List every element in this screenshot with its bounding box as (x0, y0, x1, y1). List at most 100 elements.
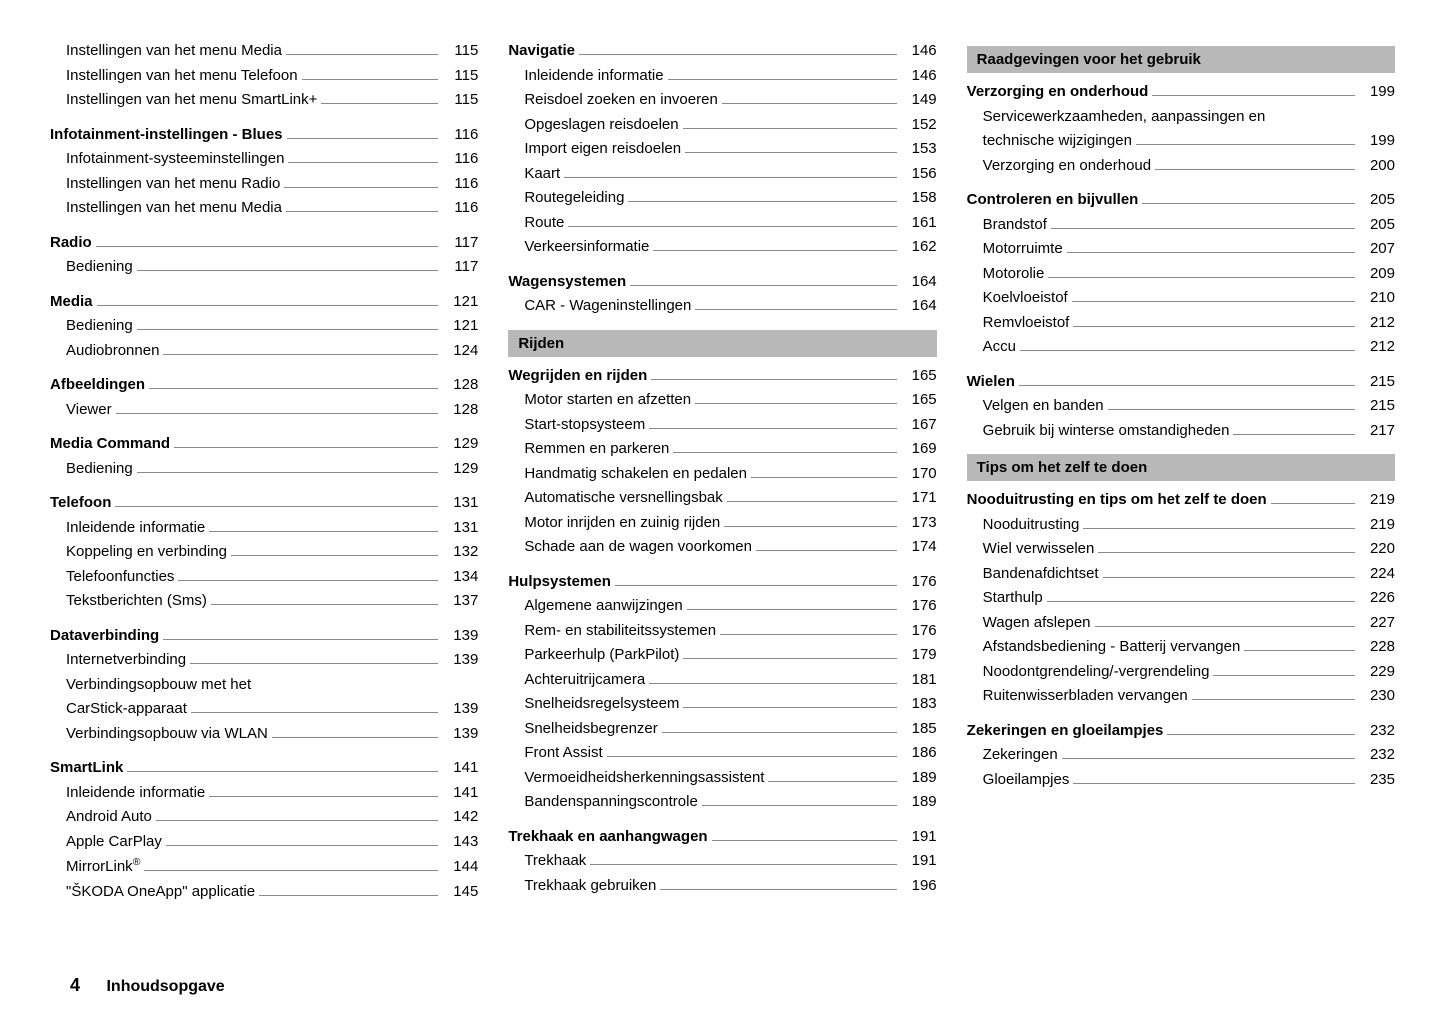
leader-line (1213, 675, 1355, 676)
toc-label: Media (50, 291, 93, 314)
toc-page: 139 (442, 625, 478, 648)
toc-page: 149 (901, 89, 937, 112)
toc-label: MirrorLink® (66, 855, 140, 879)
toc-entry: Trekhaak en aanhangwagen191 (508, 826, 936, 849)
toc-label: Opgeslagen reisdoelen (524, 114, 678, 137)
toc-entry: Rem- en stabiliteitssystemen176 (508, 620, 936, 643)
toc-entry: Route161 (508, 212, 936, 235)
leader-line (768, 781, 896, 782)
toc-page: 139 (442, 649, 478, 672)
toc-page: 171 (901, 487, 937, 510)
toc-page: 162 (901, 236, 937, 259)
toc-group: Afbeeldingen128Viewer128 (50, 374, 478, 421)
toc-entry: Start-stopsysteem167 (508, 414, 936, 437)
toc-label: Starthulp (983, 587, 1043, 610)
toc-page: 215 (1359, 371, 1395, 394)
toc-entry: Afstandsbediening - Batterij vervangen22… (967, 636, 1395, 659)
toc-label: CarStick-apparaat (66, 698, 187, 721)
toc-label: Kaart (524, 163, 560, 186)
toc-page: 117 (442, 232, 478, 255)
toc-column: Raadgevingen voor het gebruikVerzorging … (967, 40, 1395, 915)
leader-line (1271, 503, 1355, 504)
toc-entry: Reisdoel zoeken en invoeren149 (508, 89, 936, 112)
toc-page: 121 (442, 315, 478, 338)
leader-line (1051, 228, 1355, 229)
toc-page: 232 (1359, 720, 1395, 743)
toc-label: Snelheidsregelsysteem (524, 693, 679, 716)
leader-line (166, 845, 438, 846)
toc-entry: Accu212 (967, 336, 1395, 359)
toc-label: CAR - Wageninstellingen (524, 295, 691, 318)
toc-page: 173 (901, 512, 937, 535)
toc-label: Bandenspanningscontrole (524, 791, 697, 814)
toc-page: 219 (1359, 514, 1395, 537)
leader-line (1073, 783, 1355, 784)
toc-group: Wielen215Velgen en banden215Gebruik bij … (967, 371, 1395, 443)
leader-line (1136, 144, 1355, 145)
toc-label: Nooduitrusting (983, 514, 1080, 537)
toc-page: 156 (901, 163, 937, 186)
leader-line (190, 663, 438, 664)
toc-entry: Afbeeldingen128 (50, 374, 478, 397)
toc-group: Trekhaak en aanhangwagen191Trekhaak191Tr… (508, 826, 936, 898)
footer-title: Inhoudsopgave (106, 978, 224, 995)
toc-page: 212 (1359, 336, 1395, 359)
leader-line (683, 128, 897, 129)
toc-group: Zekeringen en gloeilampjes 232Zekeringen2… (967, 720, 1395, 792)
toc-entry: Snelheidsregelsysteem183 (508, 693, 936, 716)
toc-page: 141 (442, 782, 478, 805)
toc-label: Schade aan de wagen voorkomen (524, 536, 752, 559)
leader-line (1167, 734, 1355, 735)
toc-entry: Media121 (50, 291, 478, 314)
toc-label: Android Auto (66, 806, 152, 829)
toc-entry: Vermoeidheidsherkenningsassistent189 (508, 767, 936, 790)
toc-page: 217 (1359, 420, 1395, 443)
leader-line (687, 609, 897, 610)
toc-page: 165 (901, 365, 937, 388)
toc-label: Koppeling en verbinding (66, 541, 227, 564)
toc-entry: Viewer128 (50, 399, 478, 422)
toc-entry: Bandenspanningscontrole189 (508, 791, 936, 814)
leader-line (115, 506, 438, 507)
toc-page: 164 (901, 295, 937, 318)
toc-page: 191 (901, 826, 937, 849)
toc-column: Navigatie146Inleidende informatie146Reis… (508, 40, 936, 915)
toc-label: Import eigen reisdoelen (524, 138, 681, 161)
leader-line (137, 270, 439, 271)
toc-page: 128 (442, 399, 478, 422)
toc-entry: Zekeringen232 (967, 744, 1395, 767)
leader-line (163, 354, 438, 355)
toc-entry: SmartLink141 (50, 757, 478, 780)
toc-label: Zekeringen en gloeilampjes (967, 720, 1164, 743)
leader-line (1062, 758, 1355, 759)
toc-page: 115 (442, 40, 478, 63)
toc-page: 220 (1359, 538, 1395, 561)
leader-line (702, 805, 897, 806)
leader-line (564, 177, 896, 178)
toc-label: Bediening (66, 458, 133, 481)
toc-entry: Wagensystemen164 (508, 271, 936, 294)
toc-entry: Handmatig schakelen en pedalen170 (508, 463, 936, 486)
toc-label: technische wijzigingen (983, 130, 1132, 153)
leader-line (1103, 577, 1355, 578)
toc-label: Verbindingsopbouw met het (66, 674, 251, 697)
leader-line (630, 285, 897, 286)
toc-page: 116 (442, 148, 478, 171)
leader-line (685, 152, 897, 153)
toc-label: Instellingen van het menu Telefoon (66, 65, 298, 88)
toc-group: SmartLink141Inleidende informatie141Andr… (50, 757, 478, 903)
toc-entry: Bediening129 (50, 458, 478, 481)
toc-entry: Telefoonfuncties134 (50, 566, 478, 589)
toc-group: Controleren en bijvullen205Brandstof205M… (967, 189, 1395, 359)
toc-label: Remvloeistof (983, 312, 1070, 335)
leader-line (286, 211, 438, 212)
toc-page: 142 (442, 806, 478, 829)
toc-entry: Infotainment-instellingen - Blues116 (50, 124, 478, 147)
toc-group: Radio117Bediening117 (50, 232, 478, 279)
toc-label: Route (524, 212, 564, 235)
leader-line (668, 79, 897, 80)
toc-page: 139 (442, 723, 478, 746)
leader-line (191, 712, 438, 713)
toc-page: 165 (901, 389, 937, 412)
leader-line (1192, 699, 1355, 700)
